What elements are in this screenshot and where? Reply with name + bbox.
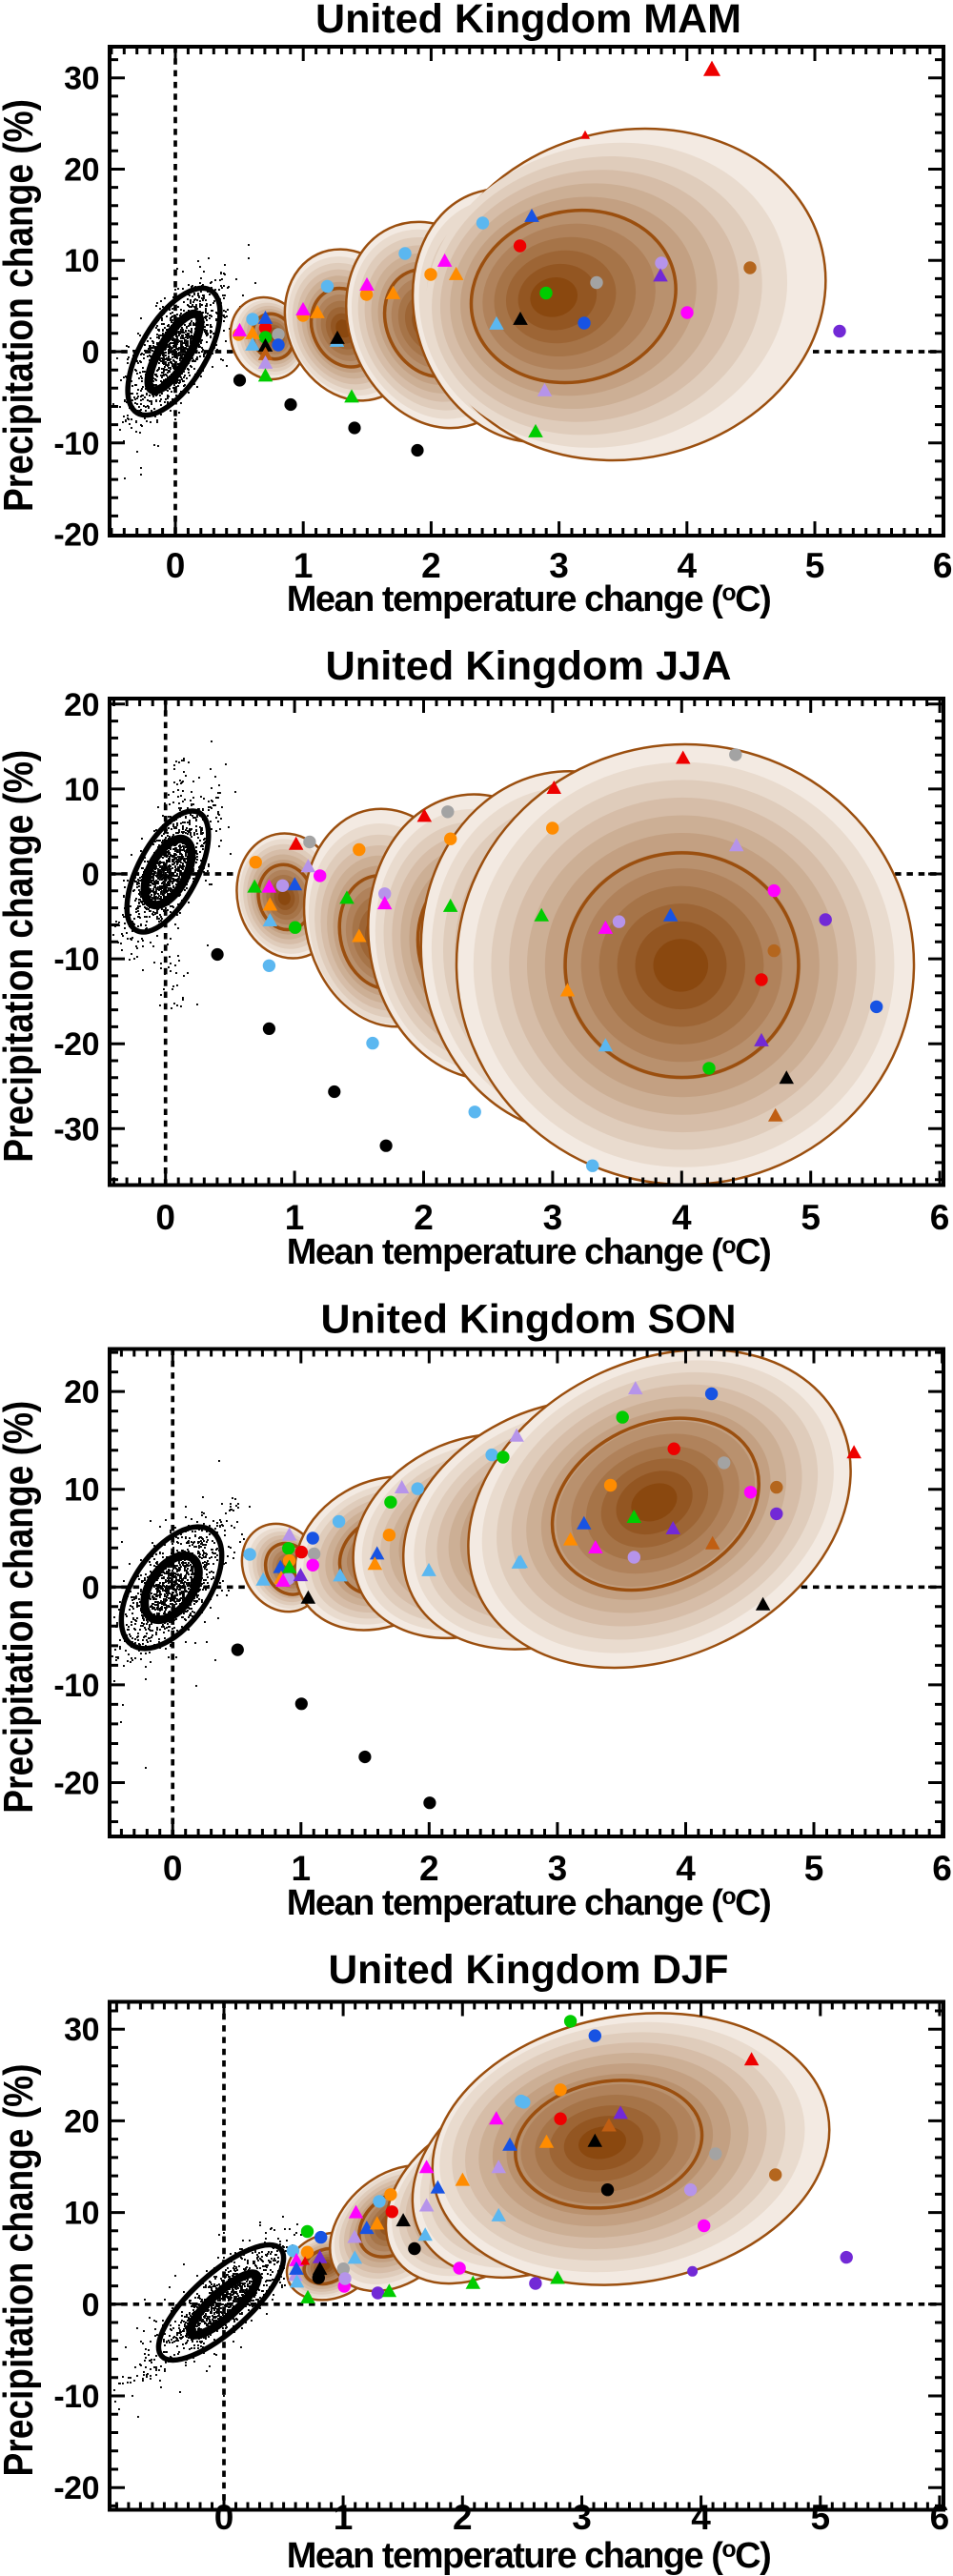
- svg-text:Mean temperature change (oC): Mean temperature change (oC): [287, 1883, 771, 1923]
- svg-text:2: 2: [414, 1198, 434, 1237]
- svg-text:0: 0: [155, 1198, 175, 1237]
- svg-text:Mean temperature change (oC): Mean temperature change (oC): [287, 2536, 771, 2576]
- svg-text:3: 3: [543, 1198, 563, 1237]
- svg-text:Mean temperature change (oC): Mean temperature change (oC): [287, 579, 771, 619]
- svg-text:6: 6: [930, 2498, 950, 2537]
- svg-text:3: 3: [572, 2498, 592, 2537]
- svg-text:1: 1: [334, 2498, 354, 2537]
- svg-text:4: 4: [678, 546, 698, 585]
- svg-text:20: 20: [64, 152, 99, 189]
- svg-text:6: 6: [933, 546, 953, 585]
- svg-text:-10: -10: [53, 1668, 99, 1704]
- svg-text:2: 2: [421, 546, 441, 585]
- svg-text:10: 10: [64, 1472, 99, 1509]
- svg-text:20: 20: [64, 687, 99, 723]
- svg-text:0: 0: [166, 546, 186, 585]
- svg-text:United Kingdom JJA: United Kingdom JJA: [326, 643, 732, 689]
- svg-text:0: 0: [163, 1849, 183, 1888]
- svg-text:10: 10: [64, 2196, 99, 2232]
- svg-text:5: 5: [804, 1849, 824, 1888]
- svg-text:United Kingdom MAM: United Kingdom MAM: [315, 0, 741, 42]
- svg-text:Precipitation change (%): Precipitation change (%): [0, 1401, 42, 1814]
- svg-text:2: 2: [419, 1849, 439, 1888]
- svg-text:0: 0: [82, 2287, 99, 2323]
- svg-text:6: 6: [932, 1849, 952, 1888]
- svg-text:1: 1: [292, 1849, 312, 1888]
- svg-text:-10: -10: [53, 426, 99, 462]
- svg-text:20: 20: [64, 1374, 99, 1410]
- svg-text:6: 6: [930, 1198, 950, 1237]
- svg-text:-30: -30: [53, 1111, 99, 1147]
- svg-text:Precipitation change (%): Precipitation change (%): [0, 2064, 42, 2477]
- svg-text:1: 1: [285, 1198, 305, 1237]
- svg-text:-20: -20: [53, 2470, 99, 2506]
- svg-text:Precipitation change (%): Precipitation change (%): [0, 750, 42, 1163]
- svg-text:5: 5: [801, 1198, 821, 1237]
- svg-text:4: 4: [672, 1198, 692, 1237]
- svg-text:Mean temperature change (oC): Mean temperature change (oC): [287, 1232, 771, 1272]
- svg-text:0: 0: [82, 857, 99, 893]
- svg-text:30: 30: [64, 2012, 99, 2048]
- svg-text:5: 5: [805, 546, 825, 585]
- svg-text:10: 10: [64, 243, 99, 279]
- svg-text:10: 10: [64, 772, 99, 808]
- svg-text:2: 2: [453, 2498, 473, 2537]
- svg-text:0: 0: [214, 2498, 234, 2537]
- svg-text:-20: -20: [53, 1026, 99, 1063]
- svg-text:5: 5: [811, 2498, 831, 2537]
- svg-text:0: 0: [82, 335, 99, 371]
- svg-text:3: 3: [549, 546, 569, 585]
- svg-text:United Kingdom SON: United Kingdom SON: [321, 1297, 737, 1343]
- svg-text:-20: -20: [53, 517, 99, 554]
- svg-text:3: 3: [548, 1849, 568, 1888]
- svg-text:-10: -10: [53, 2379, 99, 2415]
- svg-text:1: 1: [294, 546, 314, 585]
- svg-text:30: 30: [64, 61, 99, 97]
- svg-text:4: 4: [691, 2498, 711, 2537]
- svg-text:United Kingdom DJF: United Kingdom DJF: [329, 1947, 729, 1993]
- svg-text:-20: -20: [53, 1766, 99, 1802]
- svg-text:0: 0: [82, 1570, 99, 1606]
- svg-text:Precipitation change (%): Precipitation change (%): [0, 99, 42, 512]
- svg-text:-10: -10: [53, 942, 99, 978]
- svg-text:20: 20: [64, 2103, 99, 2140]
- svg-text:4: 4: [676, 1849, 696, 1888]
